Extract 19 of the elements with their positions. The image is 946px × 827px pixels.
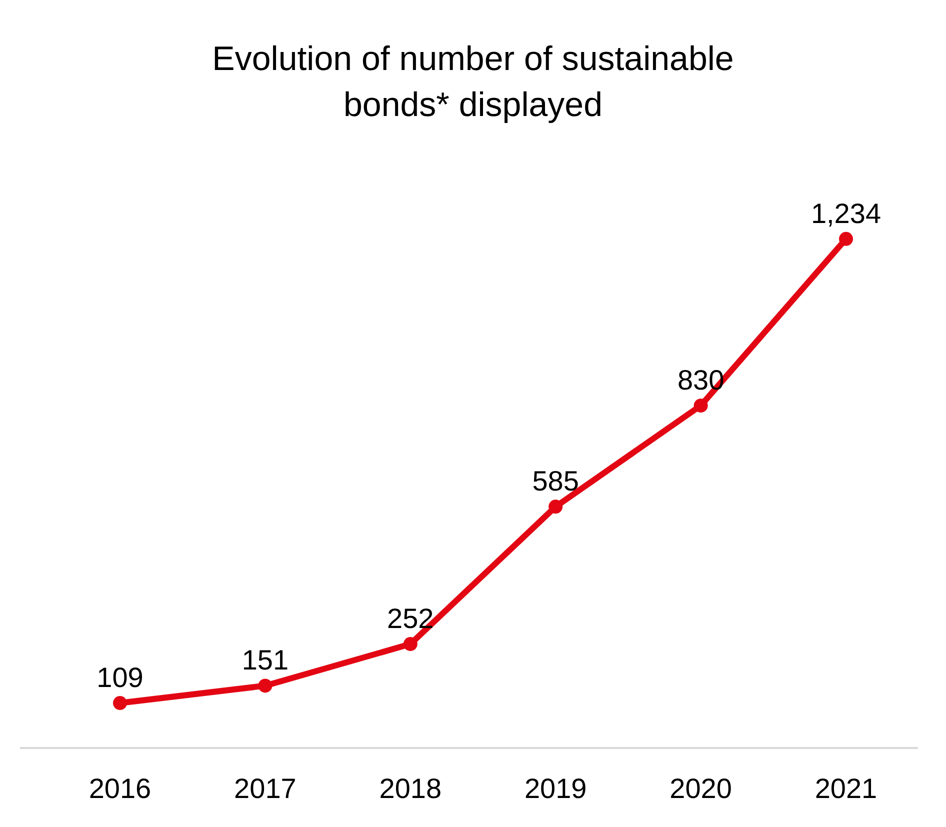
x-tick-label: 2020: [670, 772, 732, 804]
data-label: 830: [677, 364, 724, 396]
point: [839, 232, 853, 246]
data-label: 585: [532, 466, 579, 497]
point: [548, 500, 563, 514]
data-label: 109: [96, 662, 144, 694]
x-tick-label: 2018: [379, 772, 442, 804]
point: [113, 696, 127, 710]
point: [694, 398, 708, 413]
chart-title: Evolution of number of sustainable bonds* displayed: [211, 39, 735, 126]
x-tick-label: 2019: [524, 772, 587, 804]
point: [403, 637, 418, 652]
data-label: 151: [242, 644, 289, 676]
x-tick-label: 2017: [234, 772, 296, 804]
x-tick-label: 2016: [88, 772, 152, 804]
data-label: 252: [387, 603, 434, 634]
data-label: 1,234: [810, 198, 882, 229]
point: [258, 678, 272, 693]
x-tick-label: 2021: [814, 772, 878, 804]
